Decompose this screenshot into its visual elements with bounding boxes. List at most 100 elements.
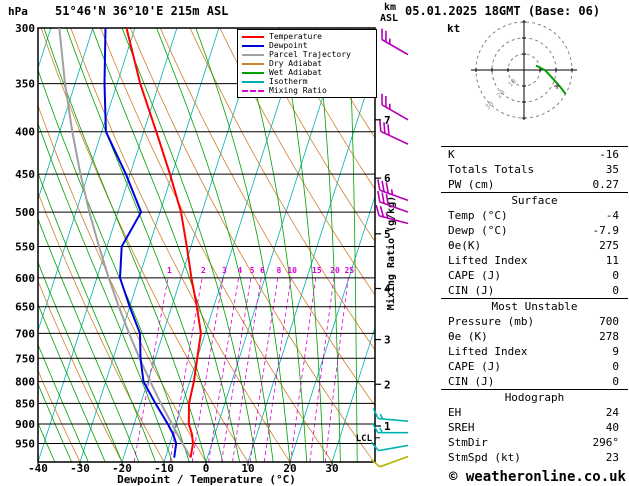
- hodograph-ring-label: 10: [506, 77, 518, 89]
- km-tick-label: 1: [384, 420, 391, 433]
- stat-row: Dewp (°C) -7.9: [441, 223, 628, 238]
- hodograph-trace: [544, 69, 553, 79]
- legend-swatch: [242, 80, 264, 83]
- stat-row: SREH 40: [441, 420, 628, 435]
- stat-value: 0: [612, 269, 619, 282]
- stat-row: Lifted Index 9: [441, 344, 628, 359]
- mixing-ratio-tick: 15: [312, 266, 322, 275]
- stats-section-title: Hodograph: [441, 389, 628, 405]
- stat-label: CIN (J): [448, 375, 495, 388]
- pressure-tick-label: 400: [15, 126, 35, 139]
- legend-swatch: [242, 35, 264, 38]
- pressure-tick-label: 750: [15, 352, 35, 365]
- stat-label: CIN (J): [448, 284, 495, 297]
- stat-label: Lifted Index: [448, 345, 528, 358]
- km-tick-label: 2: [384, 378, 391, 391]
- stat-value: 40: [605, 421, 619, 434]
- stat-row: Lifted Index 11: [441, 253, 628, 268]
- stat-value: 11: [605, 254, 619, 267]
- stat-value: 23: [605, 451, 619, 464]
- km-tick-label: 6: [384, 172, 391, 185]
- hodograph-trace: [551, 76, 561, 88]
- legend-item: Parcel Trajectory: [242, 50, 376, 59]
- stat-row: CAPE (J) 0: [441, 268, 628, 283]
- stat-row: Totals Totals 35: [441, 162, 628, 177]
- stat-row: PW (cm) 0.27: [441, 177, 628, 192]
- stat-value: -16: [599, 148, 619, 161]
- km-tick-label: 3: [384, 334, 391, 347]
- temp-tick-label: 20: [283, 462, 296, 475]
- legend-swatch: [242, 62, 264, 65]
- stat-row: CIN (J) 0: [441, 374, 628, 389]
- station-title: 51°46'N 36°10'E 215m ASL: [55, 4, 229, 18]
- stat-row: K -16: [441, 147, 628, 162]
- legend-label: Mixing Ratio: [269, 86, 327, 95]
- stat-value: -7.9: [592, 224, 620, 237]
- legend-label: Dry Adiabat: [269, 59, 322, 68]
- pressure-tick-label: 500: [15, 206, 35, 219]
- stat-label: PW (cm): [448, 178, 495, 191]
- mixing-ratio-axis-label: Mixing Ratio (g/kg): [385, 196, 397, 310]
- stat-label: Lifted Index: [448, 254, 528, 267]
- temp-tick-label: 0: [203, 462, 210, 475]
- stat-row: EH 24: [441, 405, 628, 420]
- copyright: © weatheronline.co.uk: [448, 469, 626, 485]
- stat-row: θe(K) 275: [441, 238, 628, 253]
- mixing-ratio-tick: 2: [201, 266, 206, 275]
- stat-value: 35: [605, 163, 619, 176]
- stat-value: 278: [599, 330, 619, 343]
- stat-value: 296°: [592, 436, 620, 449]
- hodograph-ring-label: 30: [484, 100, 496, 112]
- mixing-ratio-tick: 8: [277, 266, 282, 275]
- pressure-tick-label: 700: [15, 327, 35, 340]
- stat-value: 0: [612, 360, 619, 373]
- stat-row: CAPE (J) 0: [441, 359, 628, 374]
- stat-value: 9: [612, 345, 619, 358]
- stat-value: 700: [599, 315, 619, 328]
- x-axis-label: Dewpoint / Temperature (°C): [117, 473, 296, 486]
- sounding-curves: [58, 28, 202, 459]
- lcl-label: LCL: [356, 434, 373, 444]
- mixing-ratio-tick: 20: [330, 266, 340, 275]
- pressure-tick-label: 850: [15, 397, 35, 410]
- pressure-tick-label: 800: [15, 376, 35, 389]
- stat-label: K: [448, 148, 455, 161]
- legend-item: Isotherm: [242, 77, 376, 86]
- legend-label: Wet Adiabat: [269, 68, 322, 77]
- temp-tick-label: -30: [70, 462, 90, 475]
- wind-barbs: [370, 28, 409, 468]
- temp-tick-label: -20: [112, 462, 132, 475]
- pressure-tick-label: 650: [15, 301, 35, 314]
- pressure-tick-label: 300: [15, 22, 35, 35]
- stat-row: CIN (J) 0: [441, 283, 628, 298]
- stat-label: Totals Totals: [448, 163, 535, 176]
- chart-datetime: 05.01.2025 18GMT (Base: 06): [405, 4, 601, 18]
- legend-item: Mixing Ratio: [242, 86, 376, 95]
- stat-label: StmSpd (kt): [448, 451, 521, 464]
- pressure-tick-label: 900: [15, 418, 35, 431]
- mixing-ratio-tick: 4: [237, 266, 242, 275]
- stat-row: Pressure (mb) 700: [441, 314, 628, 329]
- stat-label: CAPE (J): [448, 269, 501, 282]
- stat-label: EH: [448, 406, 462, 419]
- curve-parcel-trajectory: [58, 28, 192, 459]
- mixing-ratio-tick: 1: [167, 266, 172, 275]
- stat-value: 0.27: [592, 178, 620, 191]
- stat-label: θe(K): [448, 239, 482, 252]
- legend-swatch: [242, 71, 264, 74]
- legend-label: Parcel Trajectory: [269, 50, 351, 59]
- stat-label: θe (K): [448, 330, 488, 343]
- legend-swatch: [242, 44, 264, 47]
- legend-item: Temperature: [242, 32, 376, 41]
- stats-table: K -16 Totals Totals 35 PW (cm) 0.27 Surface Tem…: [441, 146, 628, 465]
- stat-label: StmDir: [448, 436, 488, 449]
- km-tick-label: 4: [384, 283, 391, 296]
- stat-value: 0: [612, 375, 619, 388]
- stat-label: CAPE (J): [448, 360, 501, 373]
- temp-tick-label: -10: [154, 462, 174, 475]
- mixing-ratio-tick: 5: [250, 266, 255, 275]
- temp-tick-label: 30: [325, 462, 338, 475]
